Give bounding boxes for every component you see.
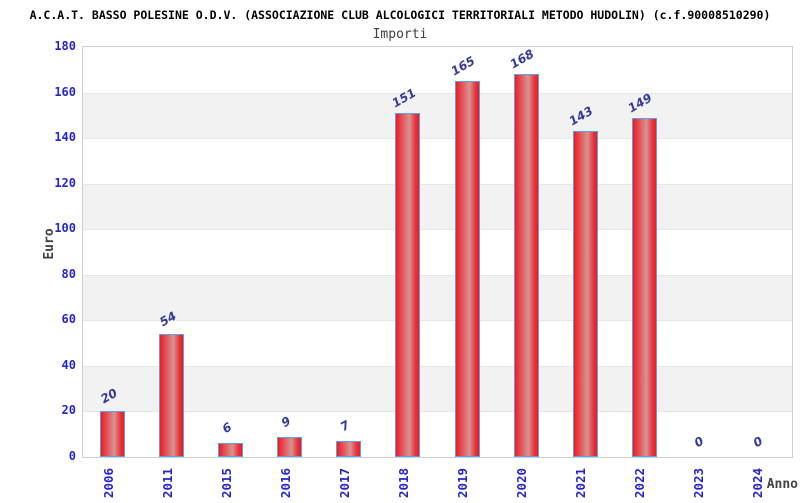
grid-line bbox=[83, 320, 792, 322]
x-tick-label-2015: 2015 bbox=[218, 467, 234, 499]
y-tick-label: 120 bbox=[54, 175, 76, 190]
grid-line bbox=[83, 365, 792, 367]
y-tick-label: 20 bbox=[61, 403, 76, 418]
grid-line bbox=[83, 183, 792, 185]
bar-2017 bbox=[336, 441, 362, 457]
grid-line bbox=[83, 274, 792, 276]
grid-line bbox=[83, 138, 792, 140]
bar-2015 bbox=[218, 443, 244, 457]
background-band bbox=[83, 183, 792, 230]
y-tick-label: 60 bbox=[61, 312, 76, 327]
background-band bbox=[83, 47, 792, 93]
y-tick-label: 160 bbox=[54, 84, 76, 99]
bar-2022 bbox=[631, 117, 657, 457]
grid-line bbox=[83, 92, 792, 94]
x-tick-label-2011: 2011 bbox=[159, 467, 175, 499]
background-band bbox=[83, 411, 792, 457]
x-tick-label-2023: 2023 bbox=[691, 467, 707, 499]
y-tick-label: 180 bbox=[54, 39, 76, 53]
background-band bbox=[83, 365, 792, 412]
bar-2016 bbox=[277, 436, 303, 457]
grid-line bbox=[83, 411, 792, 413]
y-axis-title: Euro bbox=[42, 228, 57, 260]
x-tick-label-2017: 2017 bbox=[336, 467, 352, 499]
chart-title: A.C.A.T. BASSO POLESINE O.D.V. (ASSOCIAZ… bbox=[29, 8, 771, 22]
y-tick-label: 140 bbox=[54, 130, 76, 145]
bar-2020 bbox=[513, 74, 539, 457]
y-tick-label: 40 bbox=[61, 357, 76, 372]
x-tick-label-2006: 2006 bbox=[100, 467, 116, 499]
x-tick-label-2016: 2016 bbox=[277, 467, 293, 499]
x-axis-title: Anno bbox=[766, 477, 798, 492]
grid-line bbox=[83, 229, 792, 231]
bar-2021 bbox=[572, 131, 598, 457]
bar-2018 bbox=[395, 113, 421, 457]
x-tick-label-2022: 2022 bbox=[632, 467, 648, 499]
y-tick-label: 80 bbox=[61, 266, 76, 281]
bar-2011 bbox=[159, 334, 185, 457]
x-tick-label-2020: 2020 bbox=[514, 467, 530, 499]
y-tick-label: 0 bbox=[68, 449, 76, 463]
x-tick-label-2018: 2018 bbox=[395, 467, 411, 499]
background-band bbox=[83, 138, 792, 184]
bar-2006 bbox=[100, 411, 126, 457]
background-band bbox=[83, 229, 792, 275]
background-band bbox=[83, 92, 792, 139]
x-tick-label-2019: 2019 bbox=[455, 467, 471, 499]
background-band bbox=[83, 274, 792, 321]
plot-area: 20 54 6 9 7 151 165 168 143 149 0 0 bbox=[82, 46, 793, 458]
y-tick-label: 100 bbox=[54, 221, 76, 236]
chart-subtitle: Importi bbox=[372, 27, 428, 42]
bar-2019 bbox=[454, 81, 480, 457]
background-band bbox=[83, 320, 792, 366]
x-tick-label-2021: 2021 bbox=[573, 467, 589, 499]
